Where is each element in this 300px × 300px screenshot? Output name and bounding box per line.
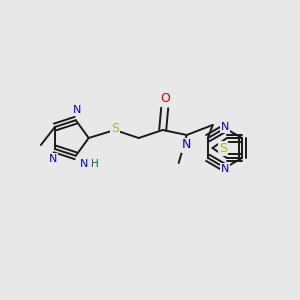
Text: N: N [220, 122, 229, 132]
Text: N: N [220, 164, 229, 174]
Text: N: N [80, 159, 88, 169]
Text: S: S [111, 122, 119, 136]
Text: N: N [182, 139, 191, 152]
Text: N: N [182, 139, 191, 152]
Text: S: S [111, 122, 119, 136]
Text: H: H [91, 159, 99, 169]
Text: N: N [220, 164, 229, 174]
Text: N: N [80, 159, 88, 169]
Text: N: N [73, 105, 81, 115]
Text: H: H [91, 159, 99, 169]
Text: O: O [160, 92, 169, 104]
Text: N: N [220, 122, 229, 132]
Text: S: S [219, 142, 227, 154]
Text: S: S [219, 142, 227, 154]
Text: N: N [73, 105, 81, 115]
Text: O: O [160, 92, 169, 104]
Text: N: N [49, 154, 57, 164]
Text: N: N [49, 154, 57, 164]
